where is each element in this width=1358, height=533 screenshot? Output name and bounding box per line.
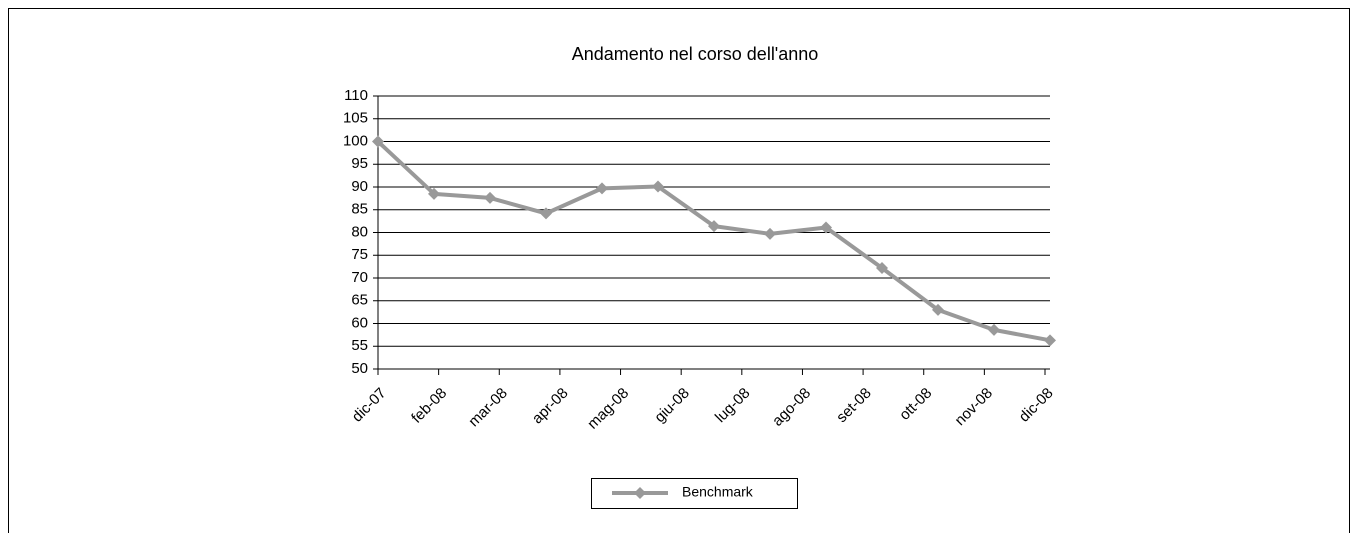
- y-tick-label: 110: [344, 87, 368, 104]
- y-tick-label: 85: [351, 201, 368, 218]
- y-tick-label: 50: [351, 360, 368, 377]
- y-tick-label: 60: [351, 314, 368, 331]
- y-tick-label: 95: [351, 155, 368, 172]
- marker: [764, 227, 776, 240]
- y-tick-label: 55: [351, 337, 368, 354]
- marker: [988, 323, 1000, 336]
- y-tick-label: 105: [343, 110, 368, 127]
- chart-frame: [8, 8, 1350, 533]
- marker: [1044, 334, 1056, 347]
- marker: [428, 187, 440, 200]
- y-tick-label: 65: [351, 292, 368, 309]
- marker: [708, 220, 720, 233]
- legend-label: Benchmark: [682, 484, 754, 500]
- marker: [932, 303, 944, 316]
- y-tick-label: 90: [351, 178, 368, 195]
- y-tick-label: 70: [351, 269, 368, 286]
- marker: [372, 135, 384, 148]
- marker: [876, 261, 888, 274]
- marker: [820, 221, 832, 234]
- marker: [596, 182, 608, 195]
- marker: [484, 191, 496, 204]
- marker: [652, 180, 664, 193]
- legend-marker: [634, 487, 646, 499]
- y-tick-label: 80: [351, 223, 368, 240]
- chart-title: Andamento nel corso dell'anno: [572, 44, 819, 64]
- y-tick-label: 100: [343, 132, 368, 149]
- marker: [540, 207, 552, 220]
- y-tick-label: 75: [351, 246, 368, 263]
